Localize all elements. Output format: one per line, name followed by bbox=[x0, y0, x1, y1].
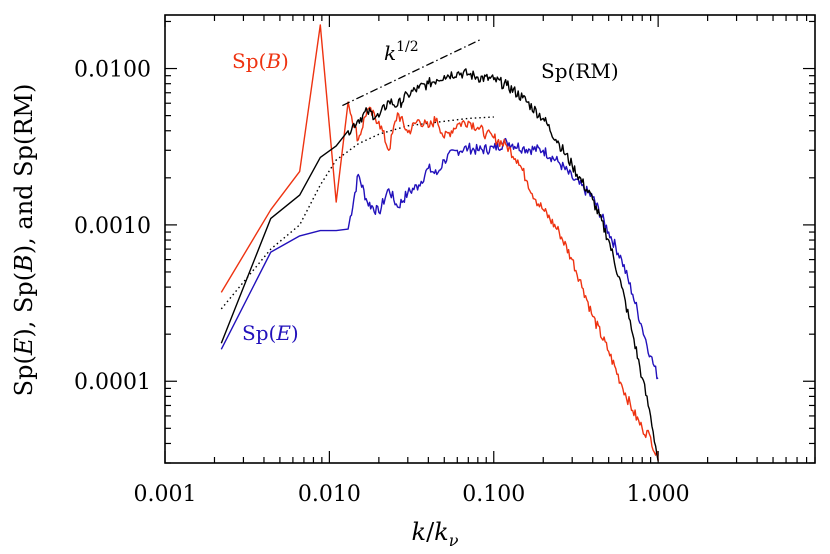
series-line-sp-b bbox=[220, 24, 659, 461]
series-layer bbox=[220, 24, 659, 461]
series-line-sp-rm bbox=[220, 68, 659, 461]
axis-tick-labels: 0.001 0.010 0.100 1.000 0.0001 0.0010 0.0100 bbox=[74, 58, 690, 507]
plot-frame bbox=[164, 14, 816, 464]
x-tick-label: 0.100 bbox=[462, 482, 525, 507]
series-label-sp-rm: Sp(RM) bbox=[541, 59, 619, 83]
series-labels: Sp(B) Sp(RM) Sp(E) bbox=[232, 49, 619, 345]
y-axis-title: Sp(E), Sp(B), and Sp(RM) bbox=[10, 84, 38, 397]
x-tick-label: 0.001 bbox=[134, 482, 197, 507]
slope-annotation: k1/2 bbox=[342, 38, 483, 107]
slope-annotation-label: k1/2 bbox=[384, 39, 419, 65]
y-tick-label: 0.0001 bbox=[74, 370, 151, 395]
x-axis-title: k/kν bbox=[412, 518, 459, 550]
x-tick-label: 0.010 bbox=[298, 482, 361, 507]
series-line-sp-e bbox=[220, 137, 659, 380]
series-label-sp-e: Sp(E) bbox=[242, 321, 299, 345]
axis-ticks bbox=[164, 15, 816, 464]
y-tick-label: 0.0010 bbox=[74, 214, 151, 239]
x-tick-label: 1.000 bbox=[627, 482, 690, 507]
y-tick-label: 0.0100 bbox=[74, 58, 151, 83]
series-line-dotted bbox=[220, 116, 494, 310]
series-label-sp-b: Sp(B) bbox=[232, 49, 289, 73]
slope-reference-line bbox=[342, 38, 483, 107]
